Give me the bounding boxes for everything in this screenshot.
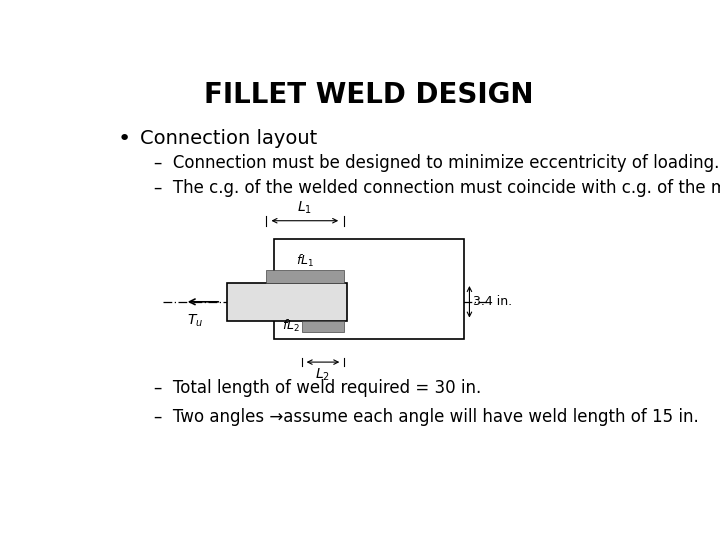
Text: –  Connection must be designed to minimize eccentricity of loading.: – Connection must be designed to minimiz… bbox=[154, 154, 719, 172]
Text: FILLET WELD DESIGN: FILLET WELD DESIGN bbox=[204, 82, 534, 110]
Bar bbox=[302, 321, 344, 332]
Bar bbox=[266, 270, 344, 283]
Text: –  Total length of weld required = 30 in.: – Total length of weld required = 30 in. bbox=[154, 379, 482, 397]
Text: $T_u$: $T_u$ bbox=[186, 312, 203, 329]
Text: •: • bbox=[118, 129, 131, 149]
Text: $fL_1$: $fL_1$ bbox=[296, 252, 314, 268]
Text: $fL_2$: $fL_2$ bbox=[282, 318, 300, 334]
Bar bbox=[227, 283, 347, 321]
Text: $L_1$: $L_1$ bbox=[297, 199, 312, 216]
Text: $L_2$: $L_2$ bbox=[315, 367, 330, 383]
Bar bbox=[274, 239, 464, 339]
Text: 3.4 in.: 3.4 in. bbox=[473, 295, 513, 308]
Text: –  Two angles →assume each angle will have weld length of 15 in.: – Two angles →assume each angle will hav… bbox=[154, 408, 699, 426]
Text: Connection layout: Connection layout bbox=[140, 129, 318, 149]
Text: –  The c.g. of the welded connection must coincide with c.g. of the member: – The c.g. of the welded connection must… bbox=[154, 179, 720, 197]
